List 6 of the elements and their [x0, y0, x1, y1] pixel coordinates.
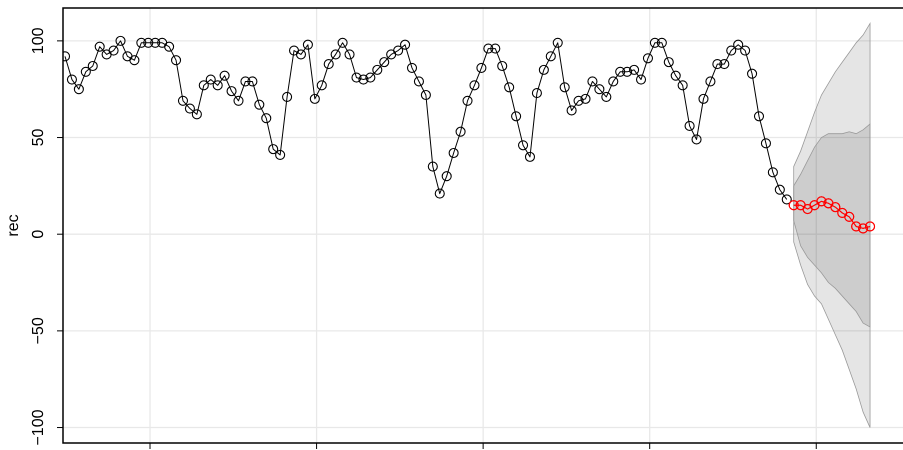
y-tick-label: 0 [30, 230, 47, 239]
y-tick-label: −100 [30, 409, 47, 446]
y-tick-label: 50 [30, 128, 47, 146]
y-tick-label: −50 [30, 317, 47, 344]
y-axis-title: rec [5, 214, 22, 237]
y-tick-label: 100 [30, 27, 47, 54]
